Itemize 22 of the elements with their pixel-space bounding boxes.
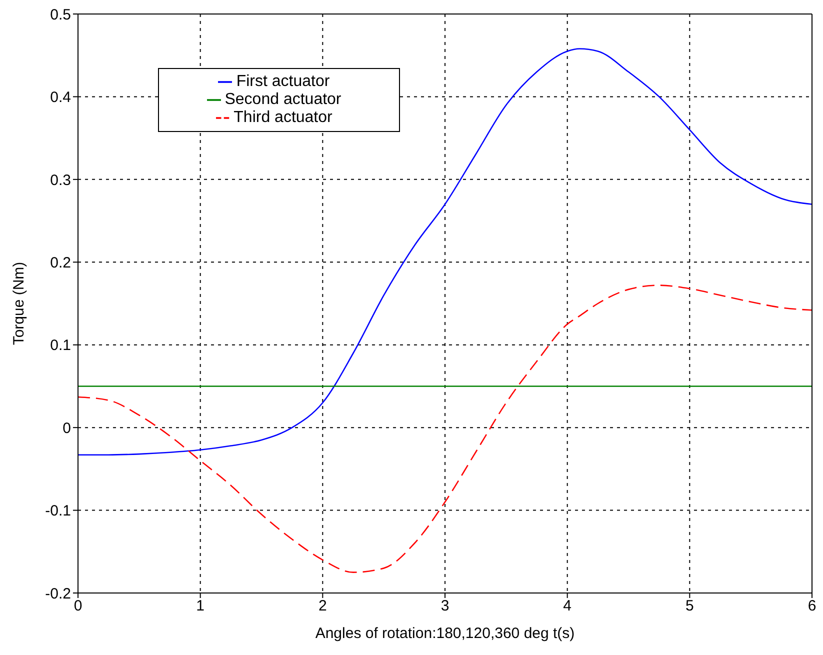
legend-label: Second actuator [224,91,342,108]
y-tick-label: 0.3 [50,172,71,189]
x-tick-label: 3 [440,598,450,615]
line-series [78,284,812,573]
y-tick-label: -0.1 [45,502,71,520]
x-tick-label: 4 [563,598,572,615]
x-tick-label: 6 [808,598,816,615]
legend-label: Third actuator [234,109,332,126]
y-tick-label: 0.4 [50,89,71,106]
x-tick-label: 0 [74,598,82,615]
y-tick-label: 0 [62,420,71,437]
x-tick-label: 2 [318,598,327,615]
x-tick-label: 1 [196,598,205,615]
y-tick-label: 0.2 [50,254,71,272]
x-tick-label: 5 [685,598,694,615]
legend-label: First actuator [236,73,330,90]
y-axis-title: Torque (Nm) [10,262,28,346]
y-tick-label: 0.5 [50,6,71,24]
x-axis-title: Angles of rotation:180,120,360 deg t(s) [315,625,575,642]
y-tick-label: 0.1 [50,337,71,354]
line-series [78,48,812,456]
y-tick-label: -0.2 [45,585,71,602]
